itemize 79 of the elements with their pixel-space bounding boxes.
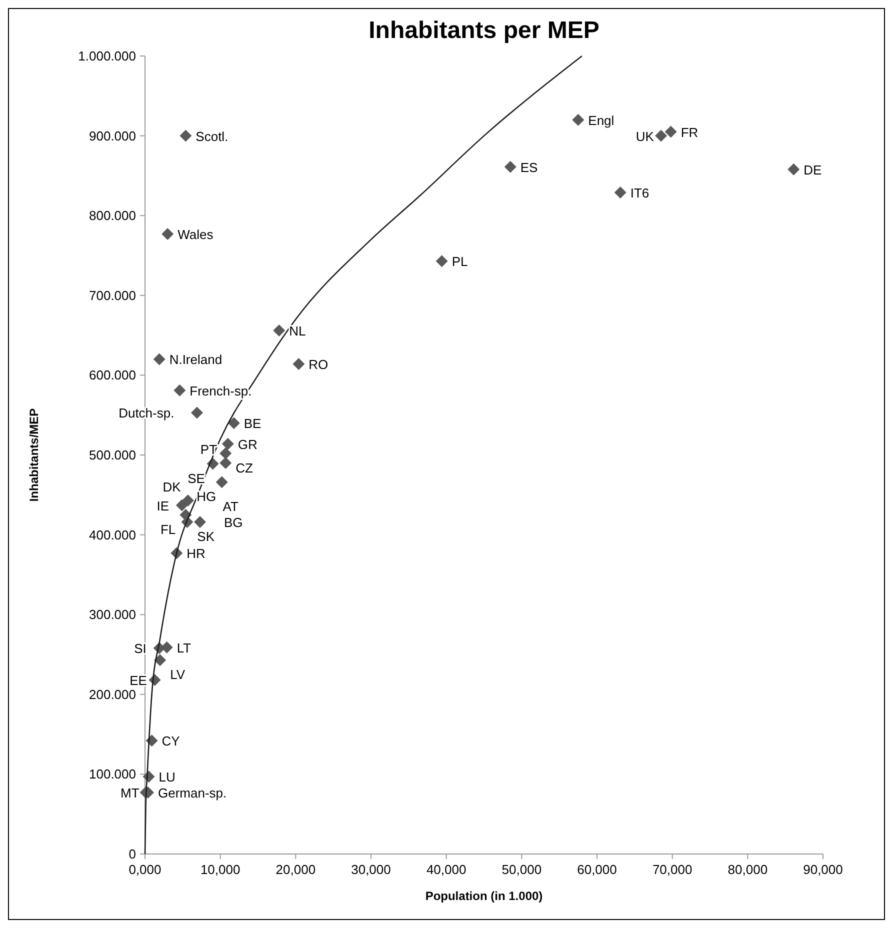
point [614,186,626,198]
x-tick-label: 0,000 [128,862,162,877]
annotation: SI [134,641,146,656]
point [655,130,668,142]
x-tick-label: 10,000 [200,862,240,877]
point [190,406,203,419]
annotation: Scotl. [196,128,228,144]
point [436,255,448,268]
point [292,358,305,370]
y-tick-label: 900.000 [89,128,136,144]
annotation: EE [130,673,148,688]
point [154,654,166,666]
x-tick-label: 20,000 [276,862,316,877]
y-tick-label: 800.000 [89,208,136,224]
point [572,114,584,126]
annotation: AT [222,498,239,514]
annotation: FL [160,522,176,537]
annotation: IE [156,498,170,514]
point [664,126,677,138]
annotation: BG [224,515,243,530]
y-tick-label: 500.000 [89,448,136,462]
point [788,163,800,176]
annotation: HG [196,489,216,504]
y-tick-label: 700.000 [89,288,136,303]
point [174,384,186,396]
annotation: CZ [236,460,253,476]
annotation: German-sp. [158,786,227,801]
point [220,447,232,460]
annotation: GR [238,436,258,452]
y-tick-label: 200.000 [89,686,136,702]
annotation: HR [186,546,206,562]
annotation: LV [170,667,186,682]
annotation: DK [162,479,182,494]
annotation: CY [162,734,180,749]
annotation: IT6 [630,185,650,200]
x-tick-label: 50,000 [502,862,542,877]
point [194,516,206,528]
y-tick-label: 300.000 [89,607,136,622]
point [216,476,228,488]
y-tick-label: 100.000 [89,766,136,782]
point [228,417,240,430]
annotation: Wales [178,226,214,242]
annotation: LT [176,640,192,656]
annotation: RO [308,357,328,372]
annotation: BE [244,416,262,432]
annotation: MT [120,786,140,801]
annotation: Dutch-sp. [118,406,174,421]
annotation: DE [804,162,822,178]
y-axis-title: Inhabitants/MEP [27,408,41,502]
point [176,499,188,512]
point [222,438,234,450]
annotation: SE [188,470,206,486]
x-axis-title: Population (in 1.000) [425,889,543,903]
y-tick-label: 600.000 [89,368,136,383]
point [220,456,232,469]
point [180,130,192,142]
y-tick-label: 400.000 [89,527,136,542]
x-tick-label: 70,000 [652,862,692,877]
annotation: PL [452,254,468,270]
x-tick-label: 80,000 [728,862,768,877]
point [162,228,174,240]
chart-title: Inhabitants per MEP [368,17,600,44]
point [273,324,286,337]
annotation: Engl [588,112,614,128]
annotation: FR [680,124,698,140]
x-tick-label: 60,000 [577,862,617,877]
annotation: UK [636,128,654,144]
annotation: ES [520,160,538,175]
point [153,353,166,366]
x-tick-label: 90,000 [803,862,843,877]
annotation: LU [158,770,176,785]
x-tick-label: 30,000 [351,862,391,877]
y-tick-label: 1.000.000 [78,48,136,64]
y-tick-label: 0 [128,846,136,862]
annotation: NL [289,324,306,339]
annotation: SK [197,529,215,544]
annotation: N.Ireland [169,352,222,368]
x-tick-label: 40,000 [426,862,466,877]
point [504,160,516,173]
